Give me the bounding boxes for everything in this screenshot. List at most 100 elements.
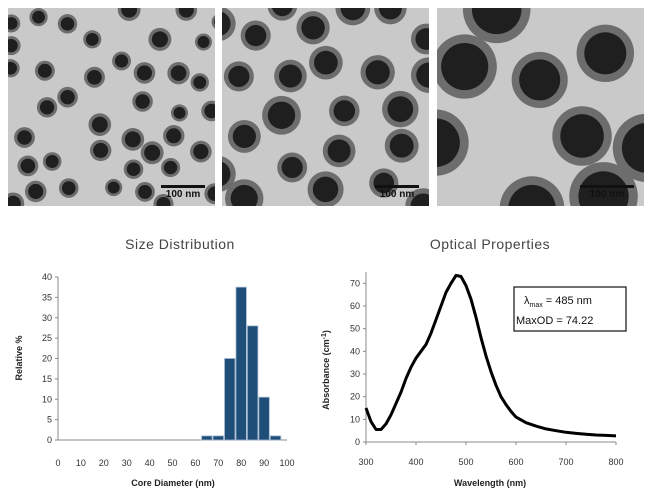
bar xyxy=(269,435,282,441)
y-tick-label: 50 xyxy=(350,324,360,334)
x-tick-label: 10 xyxy=(76,458,86,468)
size-distribution-xlabel: Core Diameter (nm) xyxy=(131,478,215,488)
particle-core xyxy=(471,8,522,35)
lambda-subscript: max xyxy=(530,302,544,309)
x-tick-label: 40 xyxy=(145,458,155,468)
particle-core xyxy=(365,60,390,85)
particle-core xyxy=(85,32,99,46)
particle-shell xyxy=(211,15,215,29)
particle-core xyxy=(560,114,604,158)
y-tick-label: 40 xyxy=(42,272,52,282)
y-tick-label: 20 xyxy=(42,354,52,364)
particle-core xyxy=(519,59,561,101)
particle-core xyxy=(60,89,75,105)
optical-properties-title: Optical Properties xyxy=(429,236,551,252)
particle-core xyxy=(45,154,59,169)
particle-core xyxy=(60,17,75,31)
scale-bar-label: 100 nm xyxy=(589,189,625,200)
size-distribution-title: Size Distribution xyxy=(125,236,235,252)
particle-core xyxy=(228,65,250,88)
y-tick-label: 10 xyxy=(350,414,360,424)
particle-core xyxy=(207,186,215,202)
optical-xlabel: Wavelength (nm) xyxy=(454,478,526,488)
particle-core xyxy=(508,184,556,206)
particle-core xyxy=(28,183,44,199)
bar xyxy=(235,286,247,441)
absorbance-line xyxy=(364,273,617,438)
size-distribution-chart: 0 5 10 15 20 25 30 35 40 0 10 20 30 40 50 60 70 80 90 100 C… xyxy=(14,272,295,488)
x-tick-label: 400 xyxy=(408,457,423,467)
particle-core xyxy=(301,16,325,40)
x-tick-label: 20 xyxy=(99,458,109,468)
particle-core xyxy=(178,8,194,18)
particle-core xyxy=(267,101,296,129)
bar xyxy=(212,435,224,441)
particle-core xyxy=(163,160,178,175)
x-tick-label: 90 xyxy=(259,458,269,468)
x-tick-label: 800 xyxy=(608,457,623,467)
particle-core xyxy=(135,94,150,109)
particle-core xyxy=(389,133,414,158)
particle-core xyxy=(314,50,338,75)
particle-core xyxy=(114,54,129,68)
bar xyxy=(258,396,270,441)
particle-core xyxy=(61,181,76,195)
x-tick-label: 50 xyxy=(167,458,177,468)
particle-core xyxy=(193,75,207,89)
lambda-max-value: = 485 nm xyxy=(543,295,592,307)
tem-particles-large xyxy=(437,8,644,206)
particle-core xyxy=(333,100,356,122)
x-tick-label: 80 xyxy=(236,458,246,468)
particle-core xyxy=(91,116,108,133)
tem-image-medium: 100 nm xyxy=(222,8,429,206)
particle-core xyxy=(8,38,18,53)
particle-core xyxy=(204,103,215,119)
bar xyxy=(224,358,236,441)
particle-core xyxy=(93,142,109,158)
bar xyxy=(247,325,259,441)
x-tick-label: 300 xyxy=(358,457,373,467)
particle-core xyxy=(144,144,161,161)
x-tick-label: 0 xyxy=(55,458,60,468)
x-tick-label: 600 xyxy=(508,457,523,467)
particle-core xyxy=(170,65,187,81)
particle-core xyxy=(214,18,215,26)
particle-core xyxy=(222,161,231,186)
particle-core xyxy=(373,172,395,194)
y-tick-label: 0 xyxy=(355,437,360,447)
svg-text:λmax = 485 nm: λmax = 485 nm xyxy=(524,295,592,309)
particle-core xyxy=(87,69,102,85)
tem-particles-medium xyxy=(222,8,429,206)
particle-core xyxy=(410,193,429,206)
maxod-value: MaxOD = 74.22 xyxy=(516,315,593,327)
particle-core xyxy=(621,123,644,173)
particle-core xyxy=(222,11,231,36)
x-tick-label: 100 xyxy=(279,458,294,468)
particle-core xyxy=(281,156,303,178)
x-tick-label: 30 xyxy=(122,458,132,468)
lambda-symbol: λ xyxy=(524,295,530,307)
particle-core xyxy=(20,158,36,174)
bar xyxy=(201,435,213,441)
particle-core xyxy=(327,139,351,163)
particle-core xyxy=(39,100,55,115)
y-tick-label: 20 xyxy=(350,392,360,402)
scale-bar-label: 100 nm xyxy=(379,189,415,200)
x-tick-label: 70 xyxy=(213,458,223,468)
particle-core xyxy=(197,36,210,48)
particle-core xyxy=(578,171,629,206)
particle-core xyxy=(173,106,186,119)
particle-core xyxy=(245,24,267,47)
particle-core xyxy=(272,8,293,17)
scale-bar: 100 nm xyxy=(375,185,419,200)
particle-core xyxy=(151,31,168,48)
x-tick-label: 60 xyxy=(190,458,200,468)
y-tick-label: 15 xyxy=(42,374,52,384)
particle-core xyxy=(278,64,302,88)
tem-image-small: 100 nm xyxy=(8,8,215,206)
y-tick-label: 25 xyxy=(42,333,52,343)
particle-core xyxy=(584,32,627,75)
particle-core xyxy=(107,181,120,194)
particle-core xyxy=(416,62,429,88)
x-tick-label: 700 xyxy=(558,457,573,467)
